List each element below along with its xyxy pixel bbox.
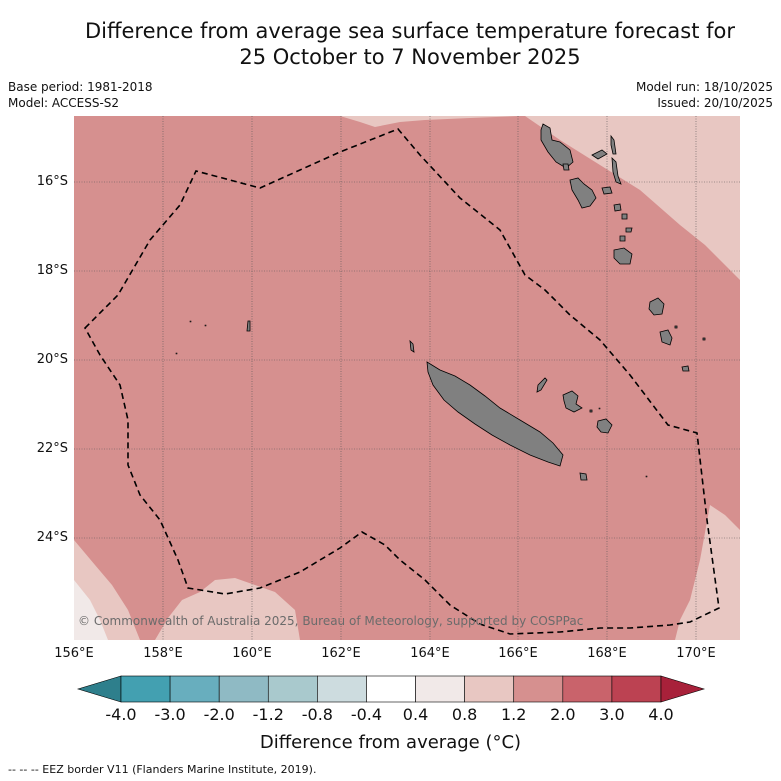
small-reef-islet-3 [175,352,178,355]
lat-label-24s: 24°S [36,530,68,545]
erromango-island [648,297,665,316]
colorbar-swatch [562,675,613,703]
colorbar-swatch [267,675,318,703]
colorbar-extend-high [660,675,706,703]
eez-border [84,128,720,635]
colorbar-tick-label: 0.8 [451,705,478,724]
mare-island [596,418,613,434]
colorbar-swatch [120,675,171,703]
colorbar-swatch [464,675,515,703]
chesterfield-islands [246,320,251,332]
lat-label-20s: 20°S [36,352,68,367]
shepherd-islands [621,213,628,220]
small-reef-islet-4 [598,407,601,410]
colorbar-tick-label: -2.0 [203,705,235,724]
sst-light-region-southwest [74,540,300,640]
issued-date: Issued: 20/10/2025 [657,96,773,110]
new-caledonia-grande-terre [426,361,564,467]
efate-island [613,247,633,265]
small-reef-islet-2 [204,324,207,327]
colorbar-swatch [513,675,564,703]
colorbar-tick-label: 0.4 [402,705,429,724]
malekula-island [569,177,597,209]
sst-main-region [74,116,740,640]
small-reef-islet-1 [189,320,192,323]
colorbar-tick-label: 1.2 [500,705,527,724]
meta-left: Base period: 1981-2018 Model: ACCESS-S2 [8,79,153,111]
colorbar-swatch [415,675,465,703]
sst-light-region-northeast [340,116,520,127]
colorbar-tick-label: 3.0 [599,705,625,724]
title-line-2: 25 October to 7 November 2025 [239,45,581,69]
meta-right: Model run: 18/10/2025 Issued: 20/10/2025 [636,79,773,111]
base-period: Base period: 1981-2018 [8,80,153,94]
lon-label-170e: 170°E [676,646,716,661]
copyright-notice: © Commonwealth of Australia 2025, Bureau… [78,614,584,628]
futuna-island [702,337,706,341]
isle-of-pines [579,472,588,481]
colorbar-swatch [317,675,367,703]
map-area [74,116,740,640]
lon-label-168e: 168°E [587,646,627,661]
model-name: Model: ACCESS-S2 [8,96,120,110]
colorbar-extend-low [76,675,122,703]
title-line-1: Difference from average sea surface temp… [85,19,735,43]
lon-label-164e: 164°E [410,646,450,661]
espiritu-santo-island [540,123,574,169]
epi-island [613,203,622,212]
lon-label-162e: 162°E [321,646,361,661]
tanna-island [659,329,673,346]
lat-label-22s: 22°S [36,441,68,456]
lat-label-18s: 18°S [36,263,68,278]
sst-light-region-southeast [675,505,740,640]
belep-islands [409,339,415,353]
ambae-island [591,149,608,160]
colorbar-tick-label: -4.0 [105,705,137,724]
sst-light-region-east [525,116,740,280]
colorbar-swatch [218,675,269,703]
colorbar-swatch [366,675,416,703]
colorbar-tick-label: 4.0 [648,705,674,724]
sst-faint-region-southwest [74,580,108,640]
map-title: Difference from average sea surface temp… [0,18,781,70]
eez-legend-note: -- -- -- EEZ border V11 (Flanders Marine… [8,763,317,776]
colorbar-swatch [169,675,220,703]
colorbar-tick-label: -0.4 [350,705,383,724]
colorbar-title: Difference from average (°C) [259,732,522,753]
lat-label-16s: 16°S [36,174,68,189]
small-reef-islet-5 [645,475,648,478]
efate-island-north [619,235,626,242]
colorbar-tick-label: 2.0 [550,705,576,724]
ambrym-island [601,186,613,195]
shepherd-islet [625,227,633,233]
lon-label-160e: 160°E [232,646,272,661]
lon-label-156e: 156°E [54,646,94,661]
pentecost-island [611,156,622,185]
colorbar-tick-label: -0.8 [301,705,333,724]
aniwa-island [674,325,678,329]
lifou-island [562,390,583,413]
grid-lines [74,116,740,640]
model-run: Model run: 18/10/2025 [635,80,773,94]
maewo-island [610,134,617,155]
lon-label-158e: 158°E [143,646,183,661]
malo-island [562,163,570,171]
colorbar-tick-label: -3.0 [154,705,186,724]
lon-label-166e: 166°E [498,646,538,661]
colorbar [76,675,706,703]
colorbar-tick-label: -1.2 [252,705,284,724]
tiga-island [589,409,593,413]
ouvea-island [536,377,548,393]
colorbar-swatch [611,675,662,703]
aneityum-island [681,365,690,372]
